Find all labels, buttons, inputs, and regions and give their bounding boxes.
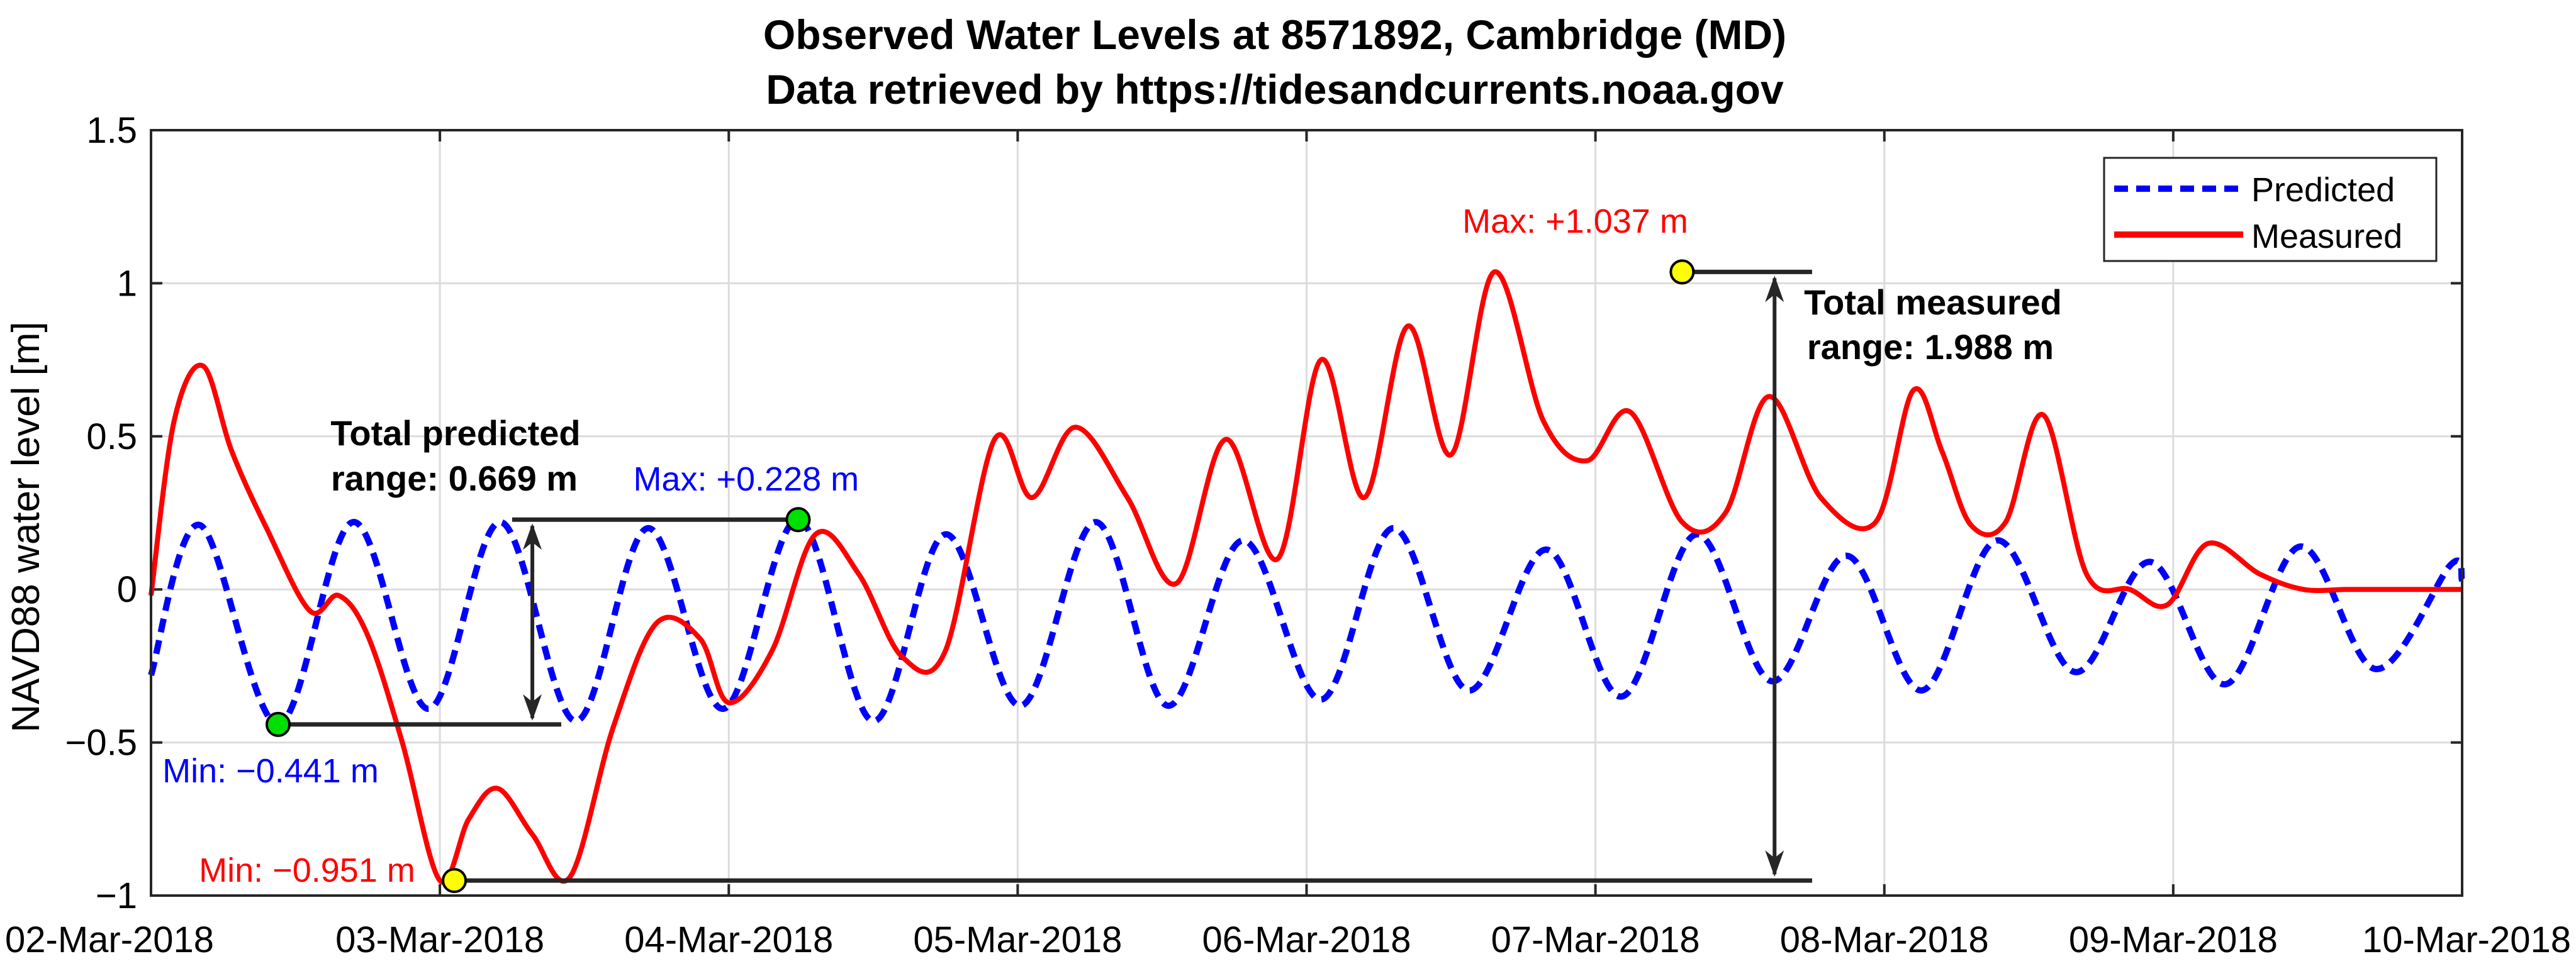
arrowhead [1765,850,1784,877]
chart-title: Observed Water Levels at 8571892, Cambri… [763,11,1786,58]
y-tick-label: 0.5 [86,416,137,457]
x-tick-label: 08-Mar-2018 [1780,919,1989,960]
x-tick-labels: 02-Mar-2018 03-Mar-2018 04-Mar-2018 05-Mar-… [5,919,2571,960]
measured-range-label-line1: Total measured [1804,282,2062,322]
predicted-max-marker [785,507,811,533]
y-tick-label: −0.5 [65,723,138,763]
x-tick-label: 10-Mar-2018 [2362,919,2571,960]
x-tick-label: 05-Mar-2018 [913,919,1122,960]
measured-min-marker [442,868,468,894]
predicted-min-label: Min: −0.441 m [162,752,379,790]
series-layer [148,269,2465,885]
measured-max-marker [1669,259,1695,285]
plot-frame [150,129,2463,897]
measured-min-label: Min: −0.951 m [199,852,415,889]
x-tick-label: 04-Mar-2018 [624,919,833,960]
arrowhead [523,523,542,550]
predicted-series-line [148,516,2465,728]
x-tick-label: 02-Mar-2018 [5,919,214,960]
x-tick-label: 06-Mar-2018 [1202,919,1411,960]
y-tick-label: −1 [96,875,137,916]
legend-predicted-label: Predicted [2251,171,2395,209]
x-tick-label: 03-Mar-2018 [335,919,544,960]
x-tick-label: 09-Mar-2018 [2069,919,2278,960]
x-tick-label: 07-Mar-2018 [1491,919,1700,960]
chart-subtitle: Data retrieved by https://tidesandcurren… [766,66,1784,113]
measured-series-line [148,269,2462,885]
y-tick-labels: −1 −0.5 0 0.5 1 1.5 [65,110,138,916]
legend-box [2103,157,2438,262]
y-axis-label: NAVD88 water level [m] [4,321,48,733]
arrowhead [1765,275,1784,303]
arrowhead [523,694,542,721]
measured-max-label: Max: +1.037 m [1462,203,1688,240]
predicted-min-marker [266,711,291,737]
y-tick-label: 0 [117,569,137,610]
predicted-range-label-line1: Total predicted [330,413,580,453]
legend: Predicted Measured [2103,157,2438,262]
legend-measured-label: Measured [2251,218,2402,255]
predicted-max-label: Max: +0.228 m [633,460,859,498]
predicted-range-label-line2: range: 0.669 m [331,458,578,498]
annotation-layer: Max: +0.228 m Min: −0.441 m Max: +1.037 m M… [162,203,2062,894]
y-tick-label: 1 [117,263,137,304]
y-tick-label: 1.5 [86,110,137,151]
measured-range-label-line2: range: 1.988 m [1807,327,2054,367]
